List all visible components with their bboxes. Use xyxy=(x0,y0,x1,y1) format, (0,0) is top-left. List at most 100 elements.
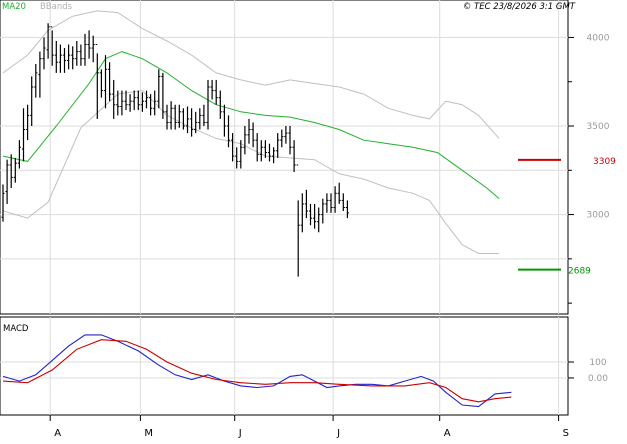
macd-panel-title: MACD xyxy=(3,324,29,334)
ohlc-bar xyxy=(91,35,95,63)
ohlc-bar xyxy=(300,193,304,233)
ohlc-bar xyxy=(317,207,321,233)
ohlc-bar xyxy=(62,48,67,73)
ohlc-bar xyxy=(202,104,206,126)
ohlc-bar xyxy=(210,79,214,100)
ohlc-bar xyxy=(222,104,226,137)
ohlc-bar xyxy=(9,154,13,188)
ohlc-bar xyxy=(17,140,21,169)
y-axis-ticks: 4000 3500 3000 100 0.00 xyxy=(568,33,610,384)
macd-line xyxy=(2,334,512,408)
ohlc-bar xyxy=(251,122,255,148)
ohlc-bar xyxy=(181,108,185,130)
ohlc-bar xyxy=(95,44,99,119)
ohlc-bar xyxy=(333,186,337,213)
ohlc-bar xyxy=(30,76,34,126)
ohlc-bar xyxy=(284,126,288,144)
x-tick-label: M xyxy=(144,428,153,439)
ohlc-bar xyxy=(169,101,173,130)
ohlc-bar xyxy=(198,108,202,130)
price-bars xyxy=(1,23,349,277)
ohlc-bar xyxy=(132,90,136,111)
ohlc-bar xyxy=(128,94,132,112)
ohlc-bar xyxy=(243,126,247,155)
price-series xyxy=(2,10,500,254)
ohlc-bar xyxy=(5,159,9,204)
ohlc-bar xyxy=(26,104,30,141)
ohlc-bar xyxy=(259,140,263,162)
ohlc-bar xyxy=(247,118,251,144)
ohlc-bar xyxy=(288,126,292,155)
ohlc-bar xyxy=(255,133,259,162)
ohlc-bar xyxy=(99,69,103,98)
macd-panel-frame xyxy=(0,316,569,416)
signal-line xyxy=(2,339,512,403)
macd-grid xyxy=(0,317,568,415)
ohlc-bar xyxy=(280,129,284,148)
ohlc-bar xyxy=(194,111,198,134)
ohlc-bar xyxy=(263,140,267,158)
ohlc-bar xyxy=(67,44,71,70)
ohlc-bar xyxy=(103,55,108,109)
price-y-tick-label: 3000 xyxy=(587,211,610,221)
ohlc-bar xyxy=(116,90,120,116)
ohlc-bar xyxy=(218,90,222,119)
macd-y-tick-label: 0.00 xyxy=(588,374,608,384)
ohlc-bar xyxy=(341,193,345,212)
ohlc-bar xyxy=(124,90,128,111)
ohlc-bar xyxy=(75,40,79,66)
ohlc-bar xyxy=(46,23,50,59)
ohlc-bar xyxy=(120,90,124,116)
ohlc-bar xyxy=(149,94,153,116)
ohlc-bar xyxy=(153,90,157,116)
ohlc-bar xyxy=(313,203,317,229)
macd-series xyxy=(2,334,512,408)
ohlc-bar xyxy=(272,147,276,164)
ohlc-bar xyxy=(71,46,75,70)
ohlc-bar xyxy=(329,193,333,213)
ohlc-bar xyxy=(165,104,169,130)
ohlc-bar xyxy=(54,40,58,73)
copyright-text: © TEC 23/8/2026 3:1 GMT xyxy=(463,2,576,12)
ohlc-bar xyxy=(157,69,161,109)
ohlc-bar xyxy=(38,51,42,98)
ohlc-bar xyxy=(214,79,218,105)
bollinger-band-line xyxy=(2,90,500,254)
ohlc-bar xyxy=(13,157,17,183)
ohlc-bar xyxy=(161,72,165,119)
price-grid xyxy=(0,0,568,314)
ohlc-bar xyxy=(239,140,243,169)
ohlc-bar xyxy=(83,33,87,66)
ohlc-bar xyxy=(34,64,38,98)
support-level-label: 2689 xyxy=(568,267,591,277)
price-y-tick-label: 3500 xyxy=(587,122,610,132)
ohlc-bar xyxy=(206,79,210,130)
ohlc-bar xyxy=(177,104,181,128)
ohlc-bar xyxy=(267,143,272,162)
ohlc-bar xyxy=(231,133,235,162)
ohlc-bar xyxy=(21,108,26,162)
ohlc-bar xyxy=(337,182,341,204)
ohlc-bar xyxy=(276,133,280,158)
resistance-level-label: 3309 xyxy=(593,157,616,167)
price-panel-frame xyxy=(0,0,569,315)
price-levels: 3309 2689 xyxy=(518,157,616,277)
ohlc-bar xyxy=(144,90,149,109)
price-y-tick-label: 4000 xyxy=(587,33,610,43)
ohlc-bar xyxy=(42,37,46,70)
ohlc-bar xyxy=(325,193,329,213)
x-tick-label: A xyxy=(54,428,61,439)
ohlc-bar xyxy=(345,200,349,219)
x-tick-label: J xyxy=(238,428,242,439)
ohlc-bar xyxy=(185,106,190,134)
ohlc-bar xyxy=(321,198,325,224)
ohlc-bar xyxy=(292,140,296,173)
x-tick-label: A xyxy=(444,428,451,439)
ma20-legend-label: MA20 xyxy=(2,2,26,12)
ohlc-bar xyxy=(1,184,5,222)
ohlc-bar xyxy=(190,108,194,137)
ma20-line xyxy=(2,51,500,199)
